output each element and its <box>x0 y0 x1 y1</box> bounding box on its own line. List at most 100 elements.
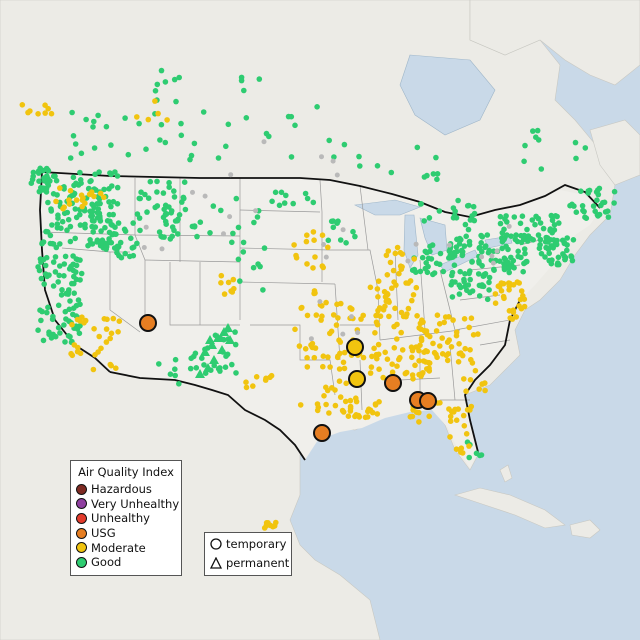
good-monitor-point <box>455 197 461 204</box>
moderate-monitor-point <box>434 354 440 361</box>
moderate-monitor-point <box>510 282 517 288</box>
good-monitor-point <box>520 268 526 275</box>
nodata-monitor-point <box>321 242 326 247</box>
moderate-monitor-point <box>324 387 331 394</box>
moderate-monitor-point <box>506 308 513 314</box>
nodata-monitor-point <box>405 258 411 264</box>
moderate-monitor-point <box>292 326 298 333</box>
moderate-monitor-point <box>446 406 452 412</box>
moderate-monitor-point <box>35 111 41 117</box>
moderate-monitor-point <box>261 525 268 531</box>
good-monitor-point <box>101 186 107 193</box>
good-monitor-point <box>72 206 79 212</box>
good-monitor-point <box>310 199 317 206</box>
moderate-monitor-point <box>405 305 412 312</box>
good-monitor-point <box>585 190 592 196</box>
moderate-monitor-point <box>313 312 320 318</box>
moderate-monitor-point <box>405 280 412 286</box>
good-monitor-point <box>422 265 429 272</box>
moderate-monitor-point <box>265 520 271 526</box>
good-monitor-point <box>143 146 149 152</box>
good-monitor-point <box>425 255 432 262</box>
good-monitor-points <box>28 67 618 461</box>
moderate-monitor-point <box>430 340 436 347</box>
moderate-monitor-point <box>353 398 360 405</box>
good-monitor-point <box>44 229 51 235</box>
moderate-monitor-point <box>96 333 102 340</box>
moderate-monitor-point <box>360 354 367 361</box>
moderate-monitor-point <box>79 203 85 210</box>
moderate-monitor-point <box>404 311 410 317</box>
good-monitor-point <box>341 141 348 148</box>
good-monitor-point <box>59 287 65 293</box>
moderate-monitor-point <box>81 320 87 326</box>
moderate-monitor-point <box>462 345 469 352</box>
good-monitor-point <box>89 213 96 219</box>
good-monitor-point <box>128 235 134 242</box>
moderate-monitor-point <box>475 331 481 337</box>
good-monitor-point <box>465 282 472 288</box>
good-monitor-point <box>57 263 63 269</box>
good-monitor-point <box>172 356 179 363</box>
good-monitor-point <box>55 279 61 285</box>
temporary-monitor-marker <box>313 424 331 442</box>
permanent-monitor-triangle <box>225 335 235 344</box>
good-monitor-point <box>538 250 545 257</box>
good-monitor-point <box>57 330 63 336</box>
good-monitor-point <box>61 210 68 217</box>
good-monitor-point <box>176 212 183 218</box>
moderate-monitor-point <box>108 330 115 337</box>
good-monitor-point <box>36 178 42 184</box>
good-monitor-point <box>536 245 543 252</box>
moderate-monitor-point <box>262 377 269 383</box>
nodata-monitor-point <box>355 330 361 336</box>
good-monitor-point <box>542 254 548 260</box>
good-monitor-point <box>169 233 175 240</box>
good-monitor-point <box>75 297 82 303</box>
nodata-monitor-point <box>340 227 346 233</box>
good-monitor-point <box>52 173 58 179</box>
moderate-monitor-point <box>103 326 110 332</box>
moderate-monitor-point <box>101 316 108 322</box>
good-monitor-point <box>200 109 207 115</box>
good-monitor-point <box>437 250 444 257</box>
moderate-monitor-point <box>376 366 382 373</box>
good-monitor-point <box>511 265 517 271</box>
moderate-monitor-point <box>394 363 400 370</box>
good-monitor-point <box>130 244 137 250</box>
good-monitor-point <box>595 213 601 219</box>
good-monitor-point <box>52 333 59 340</box>
good-monitor-point <box>94 214 101 221</box>
good-monitor-point <box>35 168 42 174</box>
good-monitor-point <box>43 165 50 172</box>
moderate-monitor-point <box>447 434 453 440</box>
good-monitor-point <box>486 287 492 293</box>
moderate-monitor-point <box>394 321 400 328</box>
good-monitor-point <box>67 238 74 245</box>
moderate-monitor-point <box>392 250 399 257</box>
moderate-monitor-point <box>421 327 428 334</box>
moderate-monitor-point <box>250 383 256 389</box>
good-monitor-point <box>465 226 472 233</box>
good-monitor-point <box>482 243 489 249</box>
aqi-legend-title: Air Quality Index <box>78 465 174 479</box>
moderate-monitor-point <box>513 314 519 320</box>
good-monitor-point <box>314 104 320 110</box>
nodata-monitor-point <box>323 254 329 260</box>
good-monitor-point <box>254 214 261 220</box>
good-monitor-point <box>41 281 47 287</box>
good-monitor-point <box>154 189 160 195</box>
good-monitor-point <box>64 227 70 233</box>
good-monitor-point <box>70 192 77 198</box>
moderate-monitor-point <box>409 354 415 361</box>
good-monitor-point <box>243 115 250 121</box>
good-monitor-point <box>222 364 229 371</box>
good-monitor-point <box>61 261 68 267</box>
moderate-monitor-point <box>107 361 114 368</box>
moderate-monitor-point <box>113 365 119 372</box>
nodata-monitor-point <box>141 245 147 250</box>
moderate-monitor-point <box>155 110 161 117</box>
good-monitor-point <box>276 202 283 209</box>
moderate-monitor-point <box>460 412 467 419</box>
nodata-monitor-point <box>490 260 496 266</box>
